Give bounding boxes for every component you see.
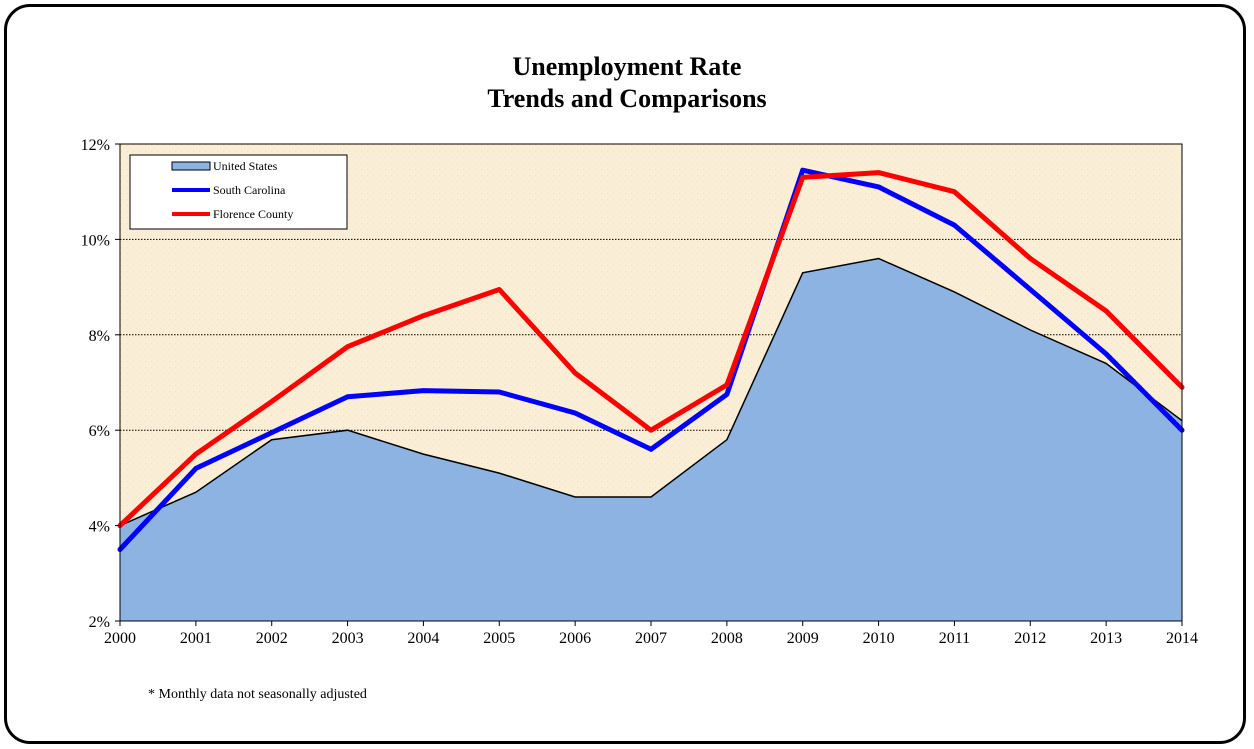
- united-states-area: [120, 258, 1182, 621]
- florence-county-line: [117, 170, 1185, 529]
- x-tick-label: 2014: [1166, 630, 1198, 647]
- footnote: * Monthly data not seasonally adjusted: [148, 687, 367, 702]
- x-tick-label: 2002: [256, 630, 288, 647]
- x-tick-label: 2005: [483, 630, 515, 647]
- x-tick-label: 2008: [711, 630, 743, 647]
- x-tick-label: 2013: [1090, 630, 1122, 647]
- series-lines-group: [117, 167, 1185, 552]
- y-axis: 2% 4% 6% 8% 10% 12%: [81, 137, 120, 631]
- chart-title: Unemployment Rate: [512, 52, 742, 81]
- us-area-group: [119, 257, 1183, 621]
- x-tick-label: 2011: [939, 630, 970, 647]
- y-tick-label: 12%: [81, 137, 110, 154]
- legend-label: South Carolina: [213, 183, 286, 197]
- y-tick-label: 8%: [89, 328, 110, 345]
- y-tick-label: 6%: [89, 423, 110, 440]
- south-carolina-line: [117, 167, 1185, 552]
- legend-swatch: [171, 161, 211, 171]
- legend-label: United States: [213, 159, 278, 173]
- x-tick-label: 2009: [787, 630, 819, 647]
- legend: United States South Carolina Florence Coun…: [129, 154, 348, 230]
- x-tick-label: 2001: [180, 630, 212, 647]
- x-tick-label: 2000: [104, 630, 136, 647]
- united-states-outline: [119, 257, 1183, 527]
- x-tick-label: 2004: [407, 630, 439, 647]
- chart-subtitle: Trends and Comparisons: [487, 84, 767, 113]
- y-tick-label: 10%: [81, 232, 110, 249]
- x-tick-label: 2003: [332, 630, 364, 647]
- x-tick-label: 2007: [635, 630, 667, 647]
- legend-label: Florence County: [213, 207, 293, 221]
- x-tick-label: 2010: [863, 630, 895, 647]
- x-tick-label: 2006: [559, 630, 591, 647]
- x-tick-label: 2012: [1014, 630, 1046, 647]
- y-tick-label: 4%: [89, 519, 110, 536]
- x-axis: 2000 2001 2002 2003 2004 2005 2006 2007 2008 2009…: [104, 621, 1198, 647]
- legend-box: [129, 154, 348, 230]
- y-tick-label: 2%: [89, 614, 110, 631]
